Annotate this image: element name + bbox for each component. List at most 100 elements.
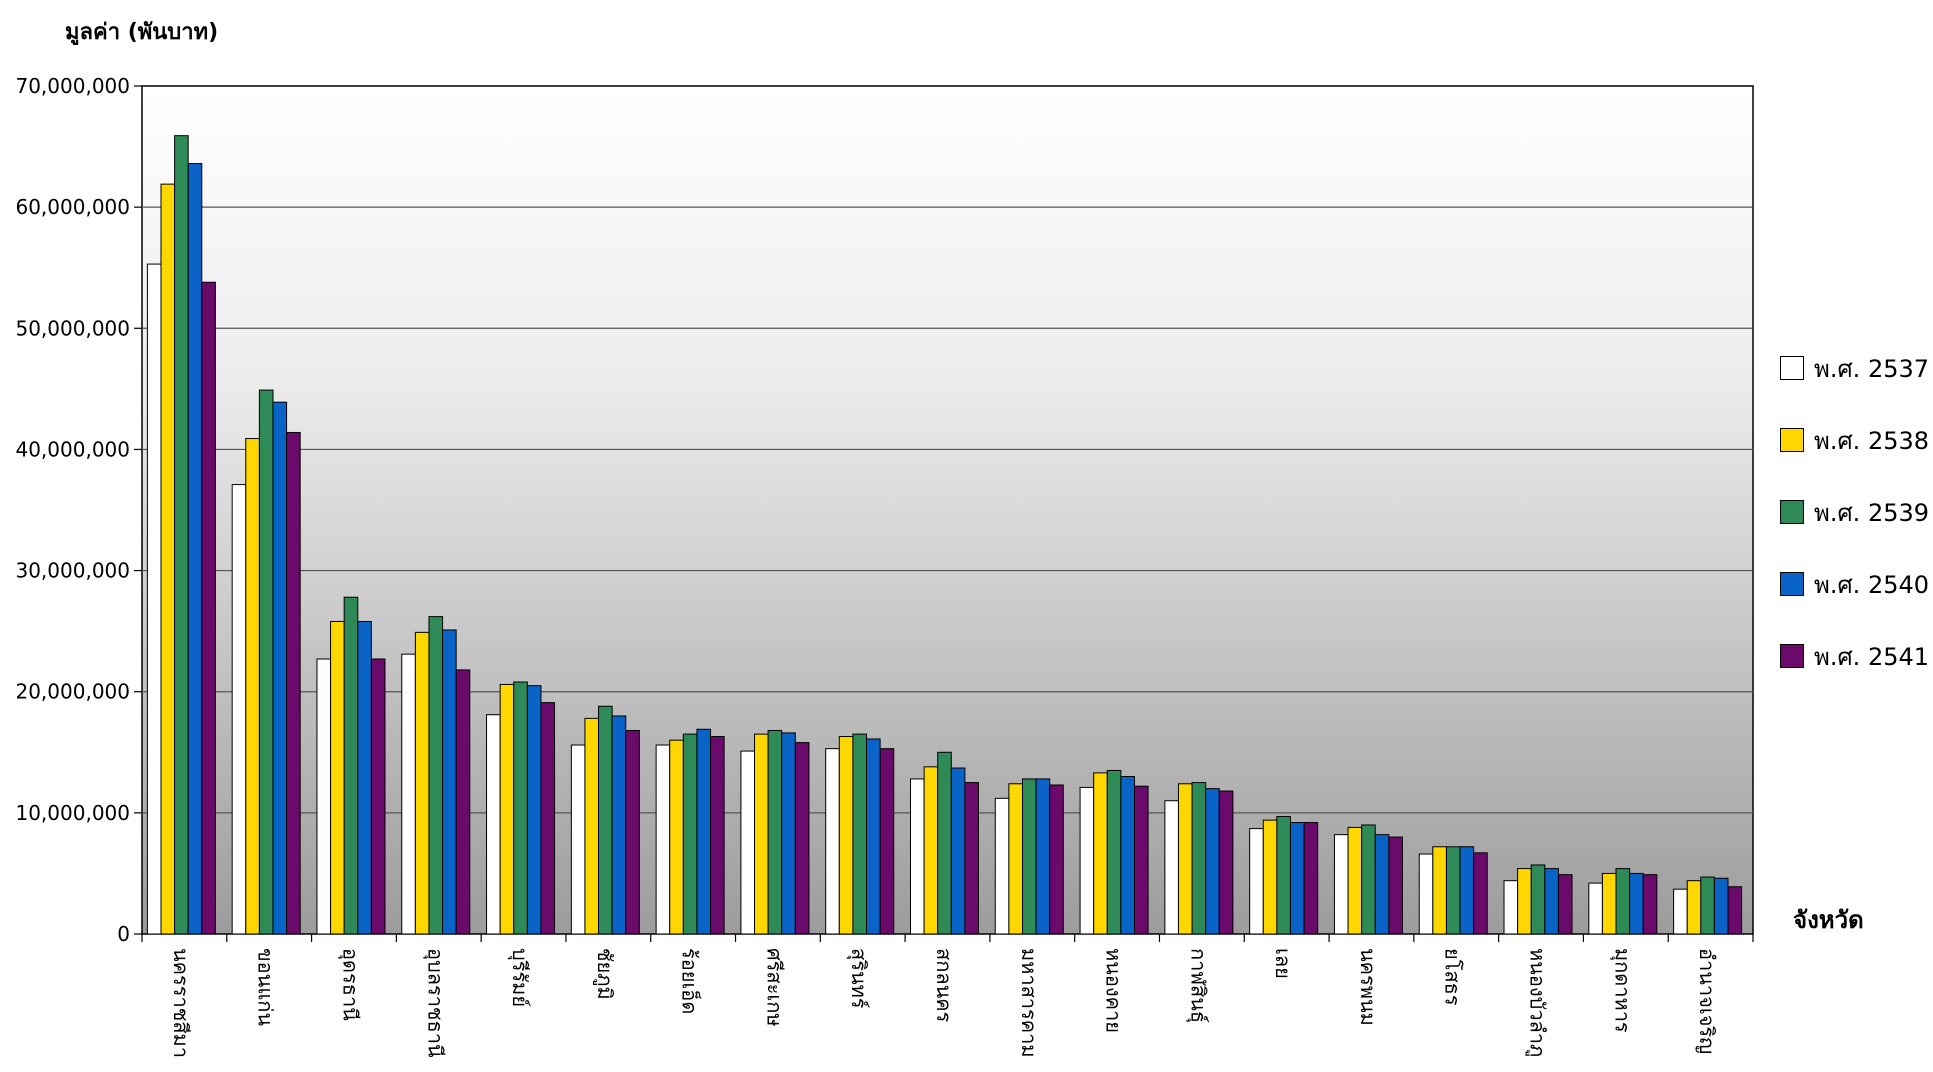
bar (1601, 872, 1617, 935)
bar (1629, 872, 1644, 935)
y-tick-label: 70,000,000 (15, 74, 130, 98)
bar (526, 685, 542, 935)
bar (964, 782, 980, 935)
x-tick-label: ศรีสะเกษ (762, 948, 786, 1027)
bar (710, 736, 725, 935)
bar (754, 733, 769, 935)
x-axis-title: จังหวัด (1793, 906, 1864, 934)
bar (1557, 874, 1573, 935)
bar (1473, 852, 1488, 935)
bar (1686, 880, 1702, 935)
bar (1544, 868, 1559, 935)
bar (286, 431, 301, 935)
legend-item: พ.ศ. 2539 (1780, 494, 1929, 530)
bar (513, 681, 528, 935)
y-axis: 0 10,000,000 20,000,000 30,000,000 40,000,00… (15, 74, 142, 946)
bar (866, 738, 881, 935)
bar (1713, 877, 1729, 935)
x-tick-label: อุดรธานี (337, 948, 362, 1021)
bar (1432, 846, 1447, 935)
x-tick-label: หนองบัวลำภู (1525, 948, 1550, 1057)
x-tick-label: ชัยภูมิ (592, 948, 617, 1000)
bar (1615, 868, 1631, 935)
bar (1079, 786, 1095, 935)
bar (1249, 828, 1264, 935)
bar (1530, 864, 1546, 935)
bar (1673, 888, 1688, 935)
legend-item: พ.ศ. 2541 (1780, 638, 1929, 674)
legend-label: พ.ศ. 2540 (1814, 570, 1930, 599)
bar (1333, 834, 1349, 935)
bar (1133, 785, 1149, 935)
bar (879, 748, 895, 935)
x-axis: นครราชสีมา ขอนแก่น อุดรธานี อุบลราชธานี บุรี… (141, 934, 1754, 1058)
bar (1347, 826, 1363, 935)
bar (794, 742, 810, 935)
bar (1517, 868, 1532, 935)
bar (1445, 846, 1461, 935)
bar (1361, 824, 1376, 935)
bar (852, 733, 868, 935)
y-tick-label: 50,000,000 (15, 316, 130, 340)
bar (740, 750, 756, 935)
bar (1588, 882, 1603, 935)
bar (174, 135, 189, 935)
legend-item: พ.ศ. 2538 (1780, 422, 1929, 458)
bar (343, 596, 359, 935)
bar (910, 778, 925, 935)
bar (1727, 886, 1743, 935)
bar (950, 767, 966, 935)
x-tick-label: กาฬสินธุ์ (1185, 948, 1210, 1023)
legend-label: พ.ศ. 2541 (1814, 642, 1930, 671)
bar (598, 705, 613, 935)
gridlines (142, 206, 1753, 814)
bar (455, 669, 471, 935)
bar (1177, 783, 1193, 935)
bar (316, 658, 332, 935)
x-tick-label: เลย (1271, 948, 1295, 979)
x-tick-label: ยโสธร (1441, 948, 1465, 1006)
bar (330, 620, 345, 935)
bar (258, 389, 274, 935)
legend: พ.ศ. 2537 พ.ศ. 2538 พ.ศ. 2539 พ.ศ. 2540 พ.ศ.… (1780, 350, 1929, 710)
bar (370, 658, 386, 935)
bar (767, 729, 783, 935)
bar (201, 281, 216, 935)
y-tick-label: 40,000,000 (15, 437, 130, 461)
bar (499, 683, 515, 935)
bar (1418, 853, 1434, 935)
x-tick-label: สกลนคร (932, 948, 956, 1023)
bar (357, 620, 372, 935)
bar (1035, 778, 1051, 935)
bar (937, 751, 952, 935)
bars (146, 135, 1743, 935)
legend-label: พ.ศ. 2537 (1814, 354, 1930, 383)
bar (1374, 834, 1390, 935)
legend-label: พ.ศ. 2538 (1814, 426, 1930, 455)
bar (696, 728, 712, 935)
bar (540, 702, 556, 935)
bar (1164, 800, 1179, 935)
y-axis-title: มูลค่า (พันบาท) (65, 20, 219, 45)
legend-swatch (1780, 572, 1804, 596)
y-tick-label: 10,000,000 (15, 801, 130, 825)
legend-item: พ.ศ. 2540 (1780, 566, 1929, 602)
bar (1303, 822, 1319, 935)
x-tick-label: อุบลราชธานี (422, 948, 447, 1058)
bar (442, 629, 457, 935)
bar (669, 739, 684, 935)
bar (994, 797, 1010, 935)
bar (272, 401, 288, 935)
bar (486, 714, 501, 935)
bar (1700, 876, 1715, 935)
bar (682, 733, 698, 935)
legend-swatch (1780, 428, 1804, 452)
bar (428, 616, 444, 935)
bar (1191, 782, 1207, 935)
x-tick-label: ร้อยเอ็ด (678, 948, 703, 1014)
x-tick-label: นครราชสีมา (169, 948, 193, 1058)
bar (414, 631, 430, 935)
x-tick-label: สุรินทร์ (846, 948, 871, 1009)
x-tick-label: บุรีรัมย์ (507, 948, 532, 1007)
legend-label: พ.ศ. 2539 (1814, 498, 1930, 527)
